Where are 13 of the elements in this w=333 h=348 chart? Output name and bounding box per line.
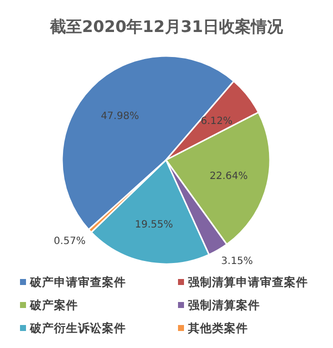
data-label: 47.98% (100, 110, 139, 122)
legend-label: 强制清算案件 (188, 298, 260, 312)
legend-label: 其他类案件 (187, 321, 248, 335)
data-label: 22.64% (210, 171, 248, 182)
legend-label: 破产案件 (29, 298, 78, 312)
data-label: 19.55% (134, 219, 174, 230)
data-label: 6.12% (200, 116, 233, 128)
chart-title: 截至2020年12月31日收案情况 (48, 17, 284, 36)
legend-label: 破产衍生诉讼案件 (29, 321, 126, 335)
legend-label: 破产申请审查案件 (29, 275, 126, 289)
data-label: 0.57% (54, 236, 86, 248)
legend-label: 强制清算申请审查案件 (188, 275, 308, 289)
data-label: 3.15% (221, 256, 253, 268)
